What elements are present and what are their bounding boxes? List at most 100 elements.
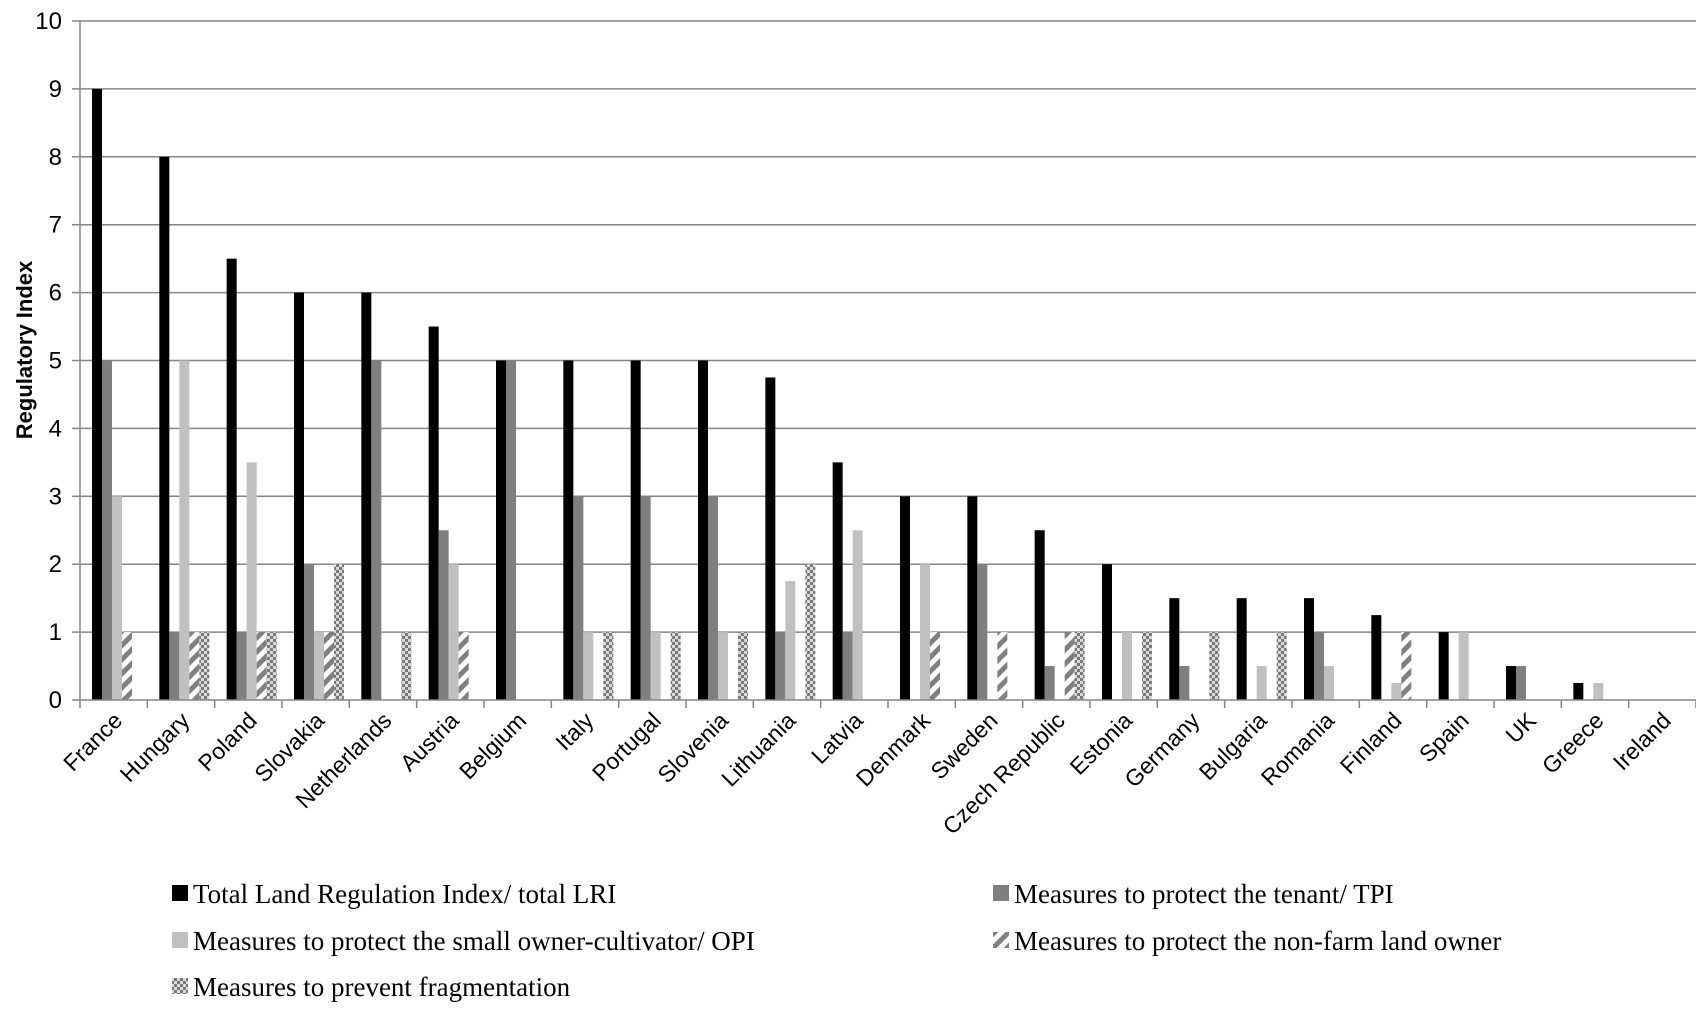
bar — [1034, 530, 1045, 700]
axes — [79, 21, 1696, 708]
bar — [650, 632, 661, 700]
bars — [92, 88, 1604, 701]
bar — [199, 632, 210, 700]
y-tick-label: 10 — [35, 8, 62, 35]
x-tick-label: Romania — [1256, 707, 1340, 791]
legend-label: Measures to protect the tenant/ TPI — [1014, 879, 1394, 909]
bar — [361, 292, 372, 700]
bar — [256, 632, 267, 700]
y-tick-labels: 0 1 2 3 4 5 6 7 8 9 10 — [35, 8, 62, 714]
bar — [246, 462, 257, 700]
bar — [1209, 632, 1220, 700]
bar — [1074, 632, 1085, 700]
bar — [189, 632, 200, 700]
x-tick-label: Denmark — [851, 707, 936, 792]
y-tick-label: 7 — [49, 212, 62, 239]
bar — [832, 462, 843, 700]
bar — [1371, 615, 1382, 700]
bar — [334, 564, 344, 700]
bar — [698, 360, 708, 700]
bar — [842, 632, 853, 700]
bar — [805, 564, 816, 700]
bar — [294, 292, 304, 700]
bar — [102, 360, 112, 700]
x-tick-label: Hungary — [115, 707, 195, 787]
x-tick-label: Portugal — [587, 707, 666, 786]
y-tick-label: 4 — [49, 415, 62, 442]
x-tick-label: Italy — [550, 707, 599, 756]
x-tick-label: Spain — [1414, 707, 1474, 767]
y-tick-label: 1 — [49, 619, 62, 646]
bar — [169, 632, 180, 700]
bar — [371, 360, 382, 700]
bar — [573, 496, 584, 700]
bar — [1314, 632, 1324, 700]
bar — [930, 632, 940, 700]
x-tick-labels: FranceHungaryPolandSlovakiaNetherlandsAu… — [58, 707, 1676, 840]
bar — [428, 326, 439, 700]
bar — [438, 530, 449, 700]
legend-swatch — [172, 978, 188, 994]
bar — [324, 632, 334, 700]
bar — [1304, 598, 1314, 700]
bar — [1102, 564, 1112, 700]
y-tick-label: 2 — [49, 551, 62, 578]
bar — [997, 632, 1008, 700]
bar — [718, 632, 728, 700]
y-axis-title: Regulatory Index — [12, 260, 37, 439]
y-tick-label: 0 — [49, 687, 62, 714]
bar — [448, 564, 459, 700]
x-tick-label: Czech Republic — [938, 707, 1070, 839]
bar — [1506, 666, 1516, 700]
bar — [967, 496, 978, 700]
legend: Total Land Regulation Index/ total LRI Me… — [172, 879, 1501, 1002]
bar — [1401, 632, 1412, 700]
y-tick-label: 9 — [49, 76, 62, 103]
bar — [775, 632, 786, 700]
bar — [1391, 683, 1402, 700]
legend-swatch — [172, 885, 188, 901]
bar — [603, 632, 614, 700]
bar — [226, 258, 237, 700]
bar — [708, 496, 718, 700]
x-tick-label: Ireland — [1608, 707, 1676, 775]
bar — [1324, 666, 1334, 700]
bar — [122, 632, 132, 700]
bar — [1438, 632, 1449, 700]
bar — [458, 632, 469, 700]
bar — [179, 360, 190, 700]
bar — [563, 360, 574, 700]
bar — [496, 360, 506, 700]
bar — [583, 632, 594, 700]
bar — [112, 496, 122, 700]
bar — [314, 632, 324, 700]
bar — [900, 496, 910, 700]
bar — [1169, 598, 1180, 700]
bar — [1122, 632, 1132, 700]
legend-label: Measures to prevent fragmentation — [193, 972, 571, 1002]
y-tick-label: 5 — [49, 348, 62, 375]
bar — [977, 564, 988, 700]
legend-swatch — [993, 885, 1009, 901]
x-tick-label: Finland — [1335, 707, 1407, 779]
bar — [630, 360, 641, 700]
bar — [159, 156, 170, 701]
bar — [1458, 632, 1469, 700]
x-tick-label: Latvia — [806, 707, 868, 769]
x-tick-label: Belgium — [454, 707, 531, 784]
bar — [1142, 632, 1152, 700]
bar — [640, 496, 651, 700]
bar — [1516, 666, 1526, 700]
bar — [304, 564, 314, 700]
y-tick-label: 6 — [49, 280, 62, 307]
bar — [506, 360, 516, 700]
bar — [1179, 666, 1190, 700]
bar — [1593, 683, 1604, 700]
bar — [670, 632, 681, 700]
bar — [1044, 666, 1055, 700]
x-tick-label: Germany — [1119, 707, 1205, 793]
gridlines — [72, 20, 1696, 701]
bar — [765, 377, 776, 700]
bar — [852, 530, 863, 700]
legend-label: Measures to protect the non-farm land ow… — [1014, 926, 1501, 956]
